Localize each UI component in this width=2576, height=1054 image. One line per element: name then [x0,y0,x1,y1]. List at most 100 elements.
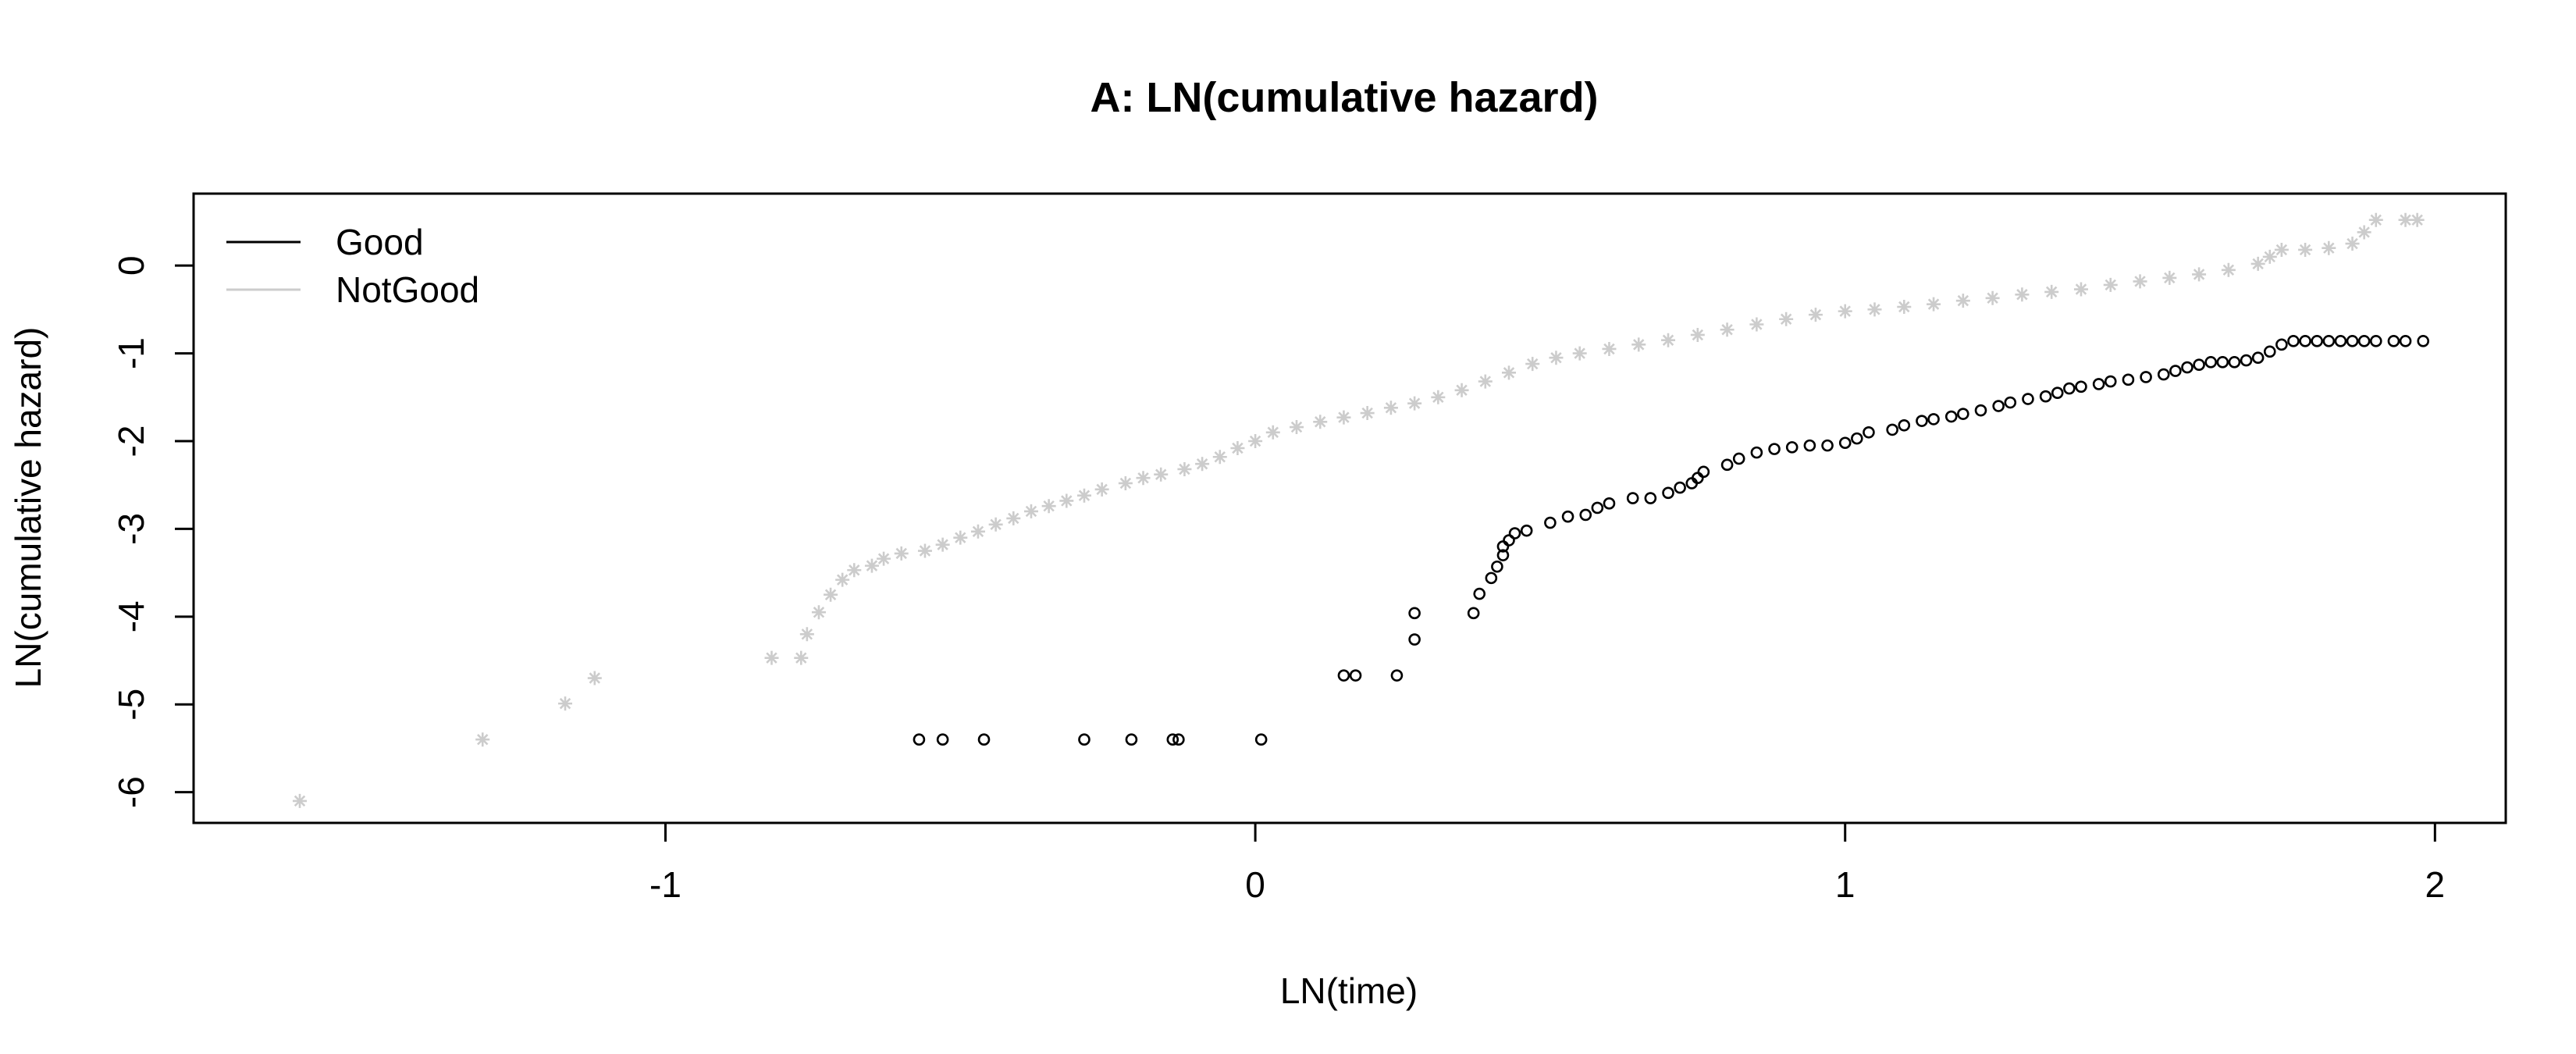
point-notgood [953,530,968,545]
point-good [2228,356,2241,369]
point-good [1579,508,1592,522]
point-good [1166,733,1179,746]
point-notgood [1867,302,1882,317]
y-tick-label: -6 [111,776,151,808]
x-tick-label: 1 [1835,864,1856,905]
point-good [1697,465,1710,479]
point-good [1125,733,1138,746]
point-good [1886,423,1898,436]
point-good [1974,404,1987,417]
point-notgood [1431,390,1446,404]
point-notgood [1502,365,1517,380]
point-notgood [1059,493,1074,508]
point-good [1944,410,1958,423]
point-good [1473,587,1486,600]
point-good [1408,607,1421,620]
point-notgood [1154,467,1169,482]
point-good [936,733,949,746]
point-good [1561,510,1574,523]
point-notgood [1360,406,1375,421]
series-notgood [293,212,2425,808]
point-notgood [2044,284,2059,299]
x-tick-label: 2 [2425,864,2446,905]
point-good [1254,733,1268,746]
point-notgood [847,563,862,578]
point-notgood [1177,461,1192,476]
point-good [2216,356,2229,369]
point-good [2104,375,2117,388]
point-good [1172,733,1185,746]
point-notgood [1136,471,1151,486]
point-notgood [877,551,891,566]
point-notgood [2368,212,2383,227]
point-good [1732,452,1745,465]
point-notgood [1955,294,1970,308]
point-notgood [1041,499,1056,514]
point-notgood [1023,504,1038,518]
point-notgood [1690,327,1705,342]
point-good [2140,371,2152,383]
point-notgood [1985,290,2000,305]
point-notgood [824,587,838,602]
point-notgood [794,650,809,665]
point-good [1644,492,1657,504]
point-notgood [970,524,985,539]
point-good [977,733,991,746]
legend-label-good: Good [336,222,424,262]
point-good [2193,358,2205,372]
point-notgood [1336,410,1351,425]
legend: Good NotGood [226,222,479,310]
point-notgood [2015,287,2030,302]
point-notgood [2073,282,2088,297]
point-good [2387,335,2400,347]
point-notgood [2298,242,2313,257]
point-good [2063,382,2076,395]
point-good [2251,351,2265,365]
y-axis-label: LN(cumulative hazard) [8,327,48,689]
point-notgood [1094,482,1109,497]
point-notgood [558,696,573,711]
point-good [1390,669,1404,682]
x-axis-label: LN(time) [1280,970,1418,1011]
point-good [1916,415,1928,427]
point-good [2204,356,2217,369]
y-tick-label: -1 [111,337,151,369]
point-good [1992,400,2005,412]
x-tick-label: 0 [1245,864,1265,905]
y-tick-label: 0 [111,255,151,276]
point-notgood [1661,333,1676,347]
point-notgood [1897,300,1912,315]
point-good [2092,378,2105,390]
point-notgood [1602,341,1617,356]
point-notgood [1525,357,1540,372]
y-axis: -6 -5 -4 -3 -2 -1 0 [111,255,194,808]
point-notgood [1549,351,1564,365]
point-good [2075,380,2087,393]
point-good [1768,443,1781,455]
point-good [1491,560,1503,573]
point-notgood [2221,262,2236,277]
point-notgood [293,793,308,808]
point-good [1349,669,1362,682]
chart-title: A: LN(cumulative hazard) [1090,74,1598,121]
y-tick-label: -5 [111,689,151,721]
point-notgood [1631,337,1646,352]
point-notgood [2192,267,2207,282]
point-notgood [587,671,602,685]
x-axis: -1 0 1 2 [649,823,2445,905]
point-good [1898,418,1911,432]
point-notgood [1118,475,1133,490]
point-good [1863,426,1875,439]
point-good [2275,338,2288,351]
point-good [1803,439,1816,452]
point-good [2399,335,2412,347]
point-good [2157,368,2170,381]
point-notgood [1230,440,1245,455]
point-good [1626,492,1639,504]
point-notgood [2398,212,2413,227]
point-good [1078,733,1091,746]
point-notgood [1838,304,1852,319]
plot-frame [192,192,2507,824]
point-good [1662,486,1674,500]
point-notgood [1076,488,1091,503]
